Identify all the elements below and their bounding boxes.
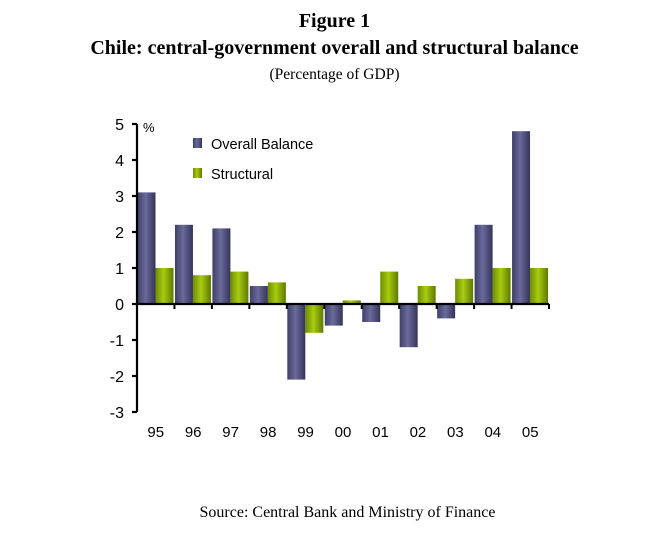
y-axis-unit-label: %	[143, 120, 155, 135]
bar-overall-97	[212, 228, 231, 304]
bar-overall-98	[249, 286, 268, 304]
source-note: Source: Central Bank and Ministry of Fin…	[199, 504, 496, 521]
bar-structural-01	[380, 271, 399, 304]
legend-swatch-structural	[193, 168, 202, 178]
bar-structural-99	[305, 304, 324, 333]
bar-overall-96	[174, 224, 193, 304]
y-tick-label: -3	[110, 405, 124, 422]
x-tick-label: 98	[260, 424, 277, 441]
bar-overall-99	[287, 304, 306, 380]
x-tick-label: 97	[222, 424, 239, 441]
y-tick-label: -2	[110, 369, 124, 386]
x-tick-label: 03	[447, 424, 464, 441]
figure-subtitle: (Percentage of GDP)	[269, 66, 400, 83]
bar-structural-95	[155, 268, 174, 304]
x-tick-label: 04	[484, 424, 501, 441]
bar-structural-02	[417, 286, 436, 304]
bar-structural-97	[230, 271, 249, 304]
bar-overall-00	[324, 304, 343, 326]
x-tick-label: 05	[522, 424, 539, 441]
bar-overall-04	[474, 224, 493, 304]
figure-label: Figure 1	[298, 10, 371, 32]
legend-label-structural: Structural	[211, 167, 273, 183]
bar-structural-00	[342, 300, 361, 304]
x-tick-label: 99	[297, 424, 314, 441]
legend: Overall Balance Structural	[193, 137, 313, 183]
x-tick-label: 96	[185, 424, 202, 441]
bar-structural-05	[530, 268, 549, 304]
bar-structural-96	[192, 275, 211, 304]
x-tick-label: 02	[410, 424, 427, 441]
bar-structural-04	[492, 268, 511, 304]
bar-structural-98	[267, 282, 286, 304]
bar-overall-03	[437, 304, 456, 319]
y-tick-label: 0	[115, 297, 124, 314]
bar-overall-01	[362, 304, 381, 322]
bar-overall-95	[137, 192, 156, 304]
bar-overall-02	[399, 304, 418, 348]
y-tick-label: 4	[115, 153, 124, 170]
legend-swatch-overall	[193, 138, 202, 148]
legend-label-overall: Overall Balance	[211, 137, 313, 153]
y-tick-label: 1	[115, 261, 124, 278]
x-tick-label: 95	[147, 424, 164, 441]
bar-overall-05	[512, 131, 531, 304]
bar-structural-03	[455, 278, 474, 304]
bars-layer	[137, 131, 549, 380]
x-tick-label: 01	[372, 424, 389, 441]
figure-title: Chile: central-government overall and st…	[90, 37, 579, 59]
axes-layer: 5 4 3 2 1 0 -1 -2 -3 95 96 97 98 99 00 01 02 03 04 05	[110, 117, 550, 441]
x-tick-label: 00	[335, 424, 352, 441]
y-tick-label: -1	[110, 333, 124, 350]
y-tick-label: 5	[115, 117, 124, 134]
y-tick-label: 2	[115, 225, 124, 242]
y-tick-label: 3	[115, 189, 124, 206]
